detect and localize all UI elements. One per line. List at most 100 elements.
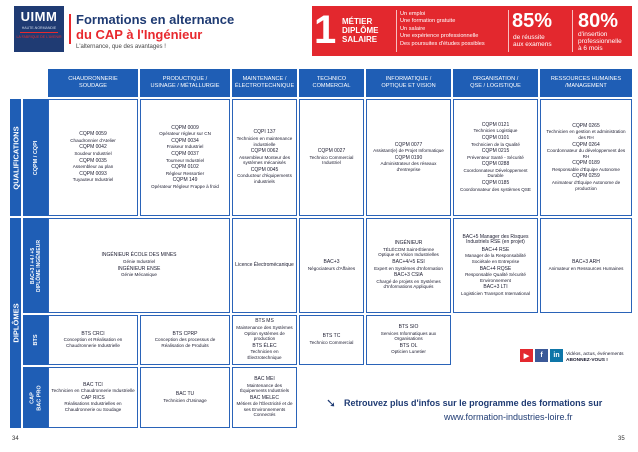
formation-code: CQPM 0189 — [572, 160, 600, 167]
page-title-accent: du CAP à l'Ingénieur — [76, 27, 203, 42]
formation-code: CQPM 0027 — [317, 148, 346, 155]
formation-description: Assistant(e) de Projet Informatique — [373, 148, 444, 154]
grid-cell-bts: BTS CPRP Conception des processus de Réal… — [140, 315, 230, 365]
formation-code: CQPM 0215 — [481, 148, 510, 155]
banner-number: 1 — [314, 8, 337, 52]
formation-description: Conception et Réalisation en Chaudronner… — [63, 337, 123, 348]
formation-description: Tuyauteur Industriel — [72, 177, 114, 183]
formation-code: Licence Électromécanique — [235, 261, 294, 268]
grid-cell-cqpm: CQPM 0077 Assistant(e) de Projet Informat… — [366, 99, 451, 216]
youtube-icon[interactable]: ▶ — [520, 349, 533, 362]
grid-cell-cqpm: CQPM 0009 Opérateur régleur sur CN CQPM 00… — [140, 99, 230, 216]
page-title: Formations en alternance — [76, 12, 235, 27]
formation-code: BAC TU — [175, 390, 195, 397]
formation-code: CQPM 0265 — [572, 122, 600, 129]
row-label-bac3: BAC+3 / +4 / +5 DIPLÔME INGÉNIEUR — [23, 218, 48, 313]
grid-cell-bac3: Licence Électromécanique — [232, 218, 297, 313]
formation-description: Manager de la Responsabilité Sociétale e… — [465, 253, 526, 264]
website-link[interactable]: www.formation-industries-loire.fr — [444, 412, 573, 422]
formation-description: Responsable Qualité Sécurité Environneme… — [465, 272, 526, 283]
column-header-technico: TECHNICO COMMERCIAL — [299, 69, 364, 97]
banner-bullets: Un emploi Une formation gratuite Un sala… — [400, 11, 485, 47]
formation-description: Logisticien Transport International — [461, 290, 530, 296]
page-number-right: 35 — [618, 436, 625, 442]
grid-cell-bac3: BAC+5 Manager des Risques Industriels RS… — [453, 218, 538, 313]
formation-description: Coordonnateur Développement Durable — [463, 167, 528, 179]
formation-description: Chaudronnier d'Atelier — [70, 137, 116, 143]
grid-cell-bac3: BAC+3 Négociateurs d'Affaires — [299, 218, 364, 313]
formation-code: CQPM 0288 — [481, 161, 510, 168]
grid-cell-bts: BTS SIO Services Informatiques aux Organi… — [366, 315, 451, 365]
formation-code: CQPM 0009 — [171, 124, 199, 131]
grid-cell-cap: BAC MEI Maintenance des Équipements Indus… — [232, 367, 297, 428]
formation-description: Conception des processus de Réalisation … — [154, 337, 216, 348]
advantages-banner: 1 MÉTIER DIPLÔME SALAIRE Un emploi Une f… — [312, 6, 632, 56]
grid-cell-cqpm: CQPM 0059 Chaudronnier d'Atelier CQPM 0042… — [48, 99, 138, 216]
success-rate: 85% — [512, 10, 553, 32]
formation-description: Animateur d'Équipe Autonome de productio… — [551, 180, 621, 191]
insertion-rate-label: d'insertion professionnelle à 6 mois — [578, 31, 622, 52]
formation-description: Conducteur d'équipements industriels — [237, 173, 292, 185]
facebook-icon[interactable]: f — [535, 349, 548, 362]
formation-description: Coordonnateur du développement des RH — [546, 148, 626, 159]
formation-description: Coordonnateur des systèmes QSE — [460, 186, 531, 192]
formation-code: CQPM 0101 — [481, 134, 510, 141]
grid-cell-bts: BTS TC Technico Commercial — [299, 315, 364, 365]
formation-code: BAC+3 — [323, 258, 340, 265]
formation-code: BTS MS — [255, 318, 274, 325]
formation-code: INGÉNIEUR — [394, 240, 423, 247]
formation-description: Maintenance des Équipements Industriels — [239, 382, 290, 394]
row-label-bts: BTS — [23, 315, 48, 365]
grid-cell-bts: BTS MS Maintenance des Systèmes Option sy… — [232, 315, 297, 365]
uimm-logo: UIMM HAUTE-NORMANDIE LA FABRIQUE DE L'AV… — [14, 6, 64, 52]
formation-description: Expert en Systèmes d'Information — [374, 265, 443, 271]
arrow-icon: ➘ — [326, 396, 337, 410]
grid-cell-cqpm: CQPI 137 Technicien en maintenance indust… — [232, 99, 297, 216]
formation-code: BAC+4 RQSE — [479, 265, 512, 272]
column-header-chaudronnerie: CHAUDRONNERIE SOUDAGE — [48, 69, 138, 97]
linkedin-icon[interactable]: in — [550, 349, 563, 362]
formation-description: Administrateur des réseaux d'entreprise — [380, 161, 437, 172]
grid-cell-cqpm: CQPM 0265 Technicien en gestion et admini… — [540, 99, 632, 216]
formation-code: BTS OL — [399, 342, 418, 349]
banner-divider — [396, 10, 397, 52]
row-label-cqpm: CQPM / CQPI — [23, 99, 48, 216]
formation-code: CQPI 137 — [253, 129, 276, 136]
column-header-rh: RESSOURCES HUMAINES/MANAGEMENT — [540, 69, 632, 97]
formation-code: CQPM 0121 — [481, 121, 510, 128]
formation-description: Maintenance des Systèmes Option systèmes… — [236, 325, 293, 342]
column-header-organisation: ORGANISATION / QSE / LOGISTIQUE — [453, 69, 538, 97]
formation-code: BAC TCI — [83, 381, 103, 388]
page-subtitle: L'alternance, que des avantages ! — [76, 44, 166, 50]
formation-code: BAC+4/+5 ESI — [392, 258, 425, 265]
grid-cell-cap: BAC TU Technicien d'Usinage — [140, 367, 230, 428]
formation-code: INGÉNIEUR ENSE — [117, 265, 161, 272]
logo-name: UIMM — [20, 9, 58, 24]
formation-description: Technico Commercial Industriel — [309, 154, 354, 166]
formation-code: BAC+3 CSIA — [393, 272, 424, 279]
formation-description: Réalisations Industrielles en Chaudronne… — [64, 401, 122, 412]
formation-description: Technico Commercial — [309, 340, 354, 345]
formation-description: Technicien d'Usinage — [163, 397, 207, 403]
column-header-informatique: INFORMATIQUE / OPTIQUE ET VISION — [366, 69, 451, 97]
formation-description: Technicien en Chaudronnerie Industrielle — [51, 388, 135, 394]
formation-code: CQPM 0034 — [171, 137, 199, 144]
formation-description: Assembleur Monteur des systèmes mécanisé… — [238, 154, 291, 166]
formation-description: Services Informatiques aux Organisations — [380, 330, 437, 342]
formation-code: BAC+5 Manager des Risques Industriels RS… — [462, 233, 529, 246]
column-header-maintenance: MAINTENANCE / ÉLECTROTECHNIQUE — [232, 69, 297, 97]
formation-code: BAC+3 ARH — [572, 258, 600, 265]
grid-cell-cap: BAC TCI Technicien en Chaudronnerie Indus… — [48, 367, 138, 428]
social-note: Vidéos, actus, événements ABONNEZ-VOUS ! — [566, 352, 624, 363]
formation-description: Fraiseur Industriel — [166, 144, 204, 150]
formation-description: Génie Industriel — [122, 258, 156, 264]
formation-code: CQPM 0259 — [572, 173, 600, 180]
grid-cell-bac3: INGÉNIEUR ÉCOLE DES MINES Génie Industrie… — [48, 218, 230, 313]
formation-description: Technicien en gestion et administration … — [546, 129, 626, 140]
formation-description: Assembleur au plan — [72, 164, 114, 170]
group-diplomes: DIPLÔMES — [10, 218, 21, 428]
formation-code: CQPM 0045 — [250, 166, 279, 173]
formation-code: CQPM 0102 — [171, 164, 199, 171]
formation-description: Régleur Ressortier — [165, 170, 205, 176]
formation-description: Technicien en maintenance industrielle — [236, 135, 293, 147]
